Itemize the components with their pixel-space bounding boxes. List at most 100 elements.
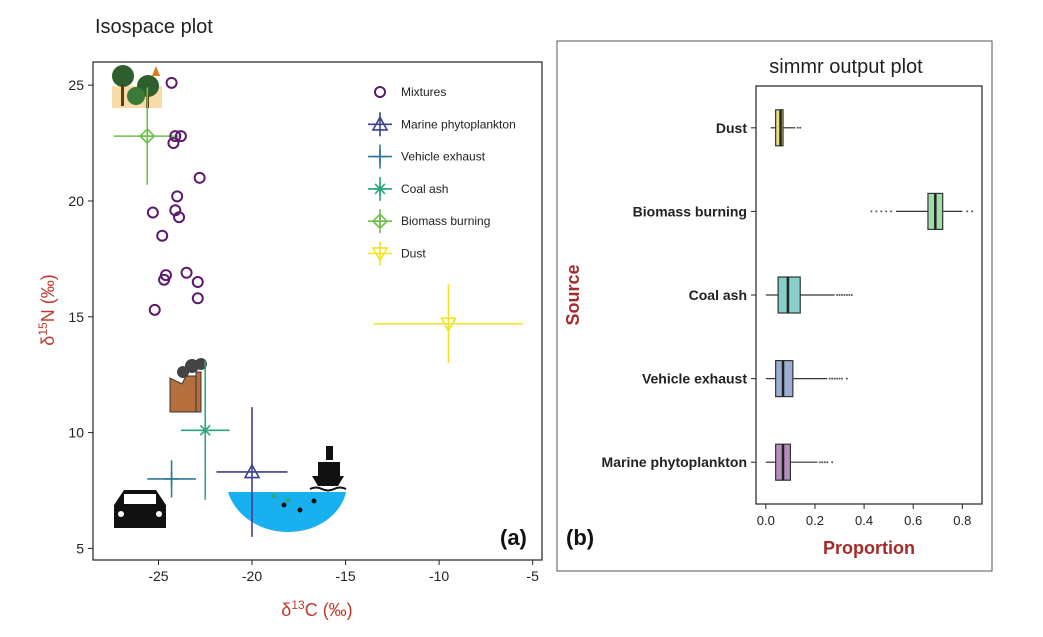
car-icon [114,490,166,528]
mixture-point [191,276,204,289]
outlier-point [826,461,829,464]
y-tick-label: 5 [76,540,84,556]
source-coal-ash [180,360,230,500]
box-biomass-burning [870,192,974,230]
outlier-point [831,377,834,380]
simmr-ylabel: Source [563,264,583,325]
outlier-point [836,377,839,380]
x-tick-label: 0.8 [953,513,971,528]
source-dust [373,284,524,364]
legend-item: Mixtures [374,85,446,99]
isospace-title: Isospace plot [95,16,213,38]
y-tick-label: 20 [68,193,84,209]
outlier-point [848,294,851,296]
y-tick-label: 25 [68,77,84,93]
source-marine-phytoplankton [216,407,288,537]
legend-label: Biomass burning [401,214,490,228]
isospace-legend: Mixtures Marine phytoplankton Vehicle exha… [368,85,516,266]
outlier-point [971,210,974,213]
simmr-outer-frame [556,40,993,572]
ship-icon [228,446,347,532]
x-tick-label: -5 [526,568,539,584]
box-dust [770,109,802,147]
simmr-boxes [765,109,974,481]
outlier-point [890,210,893,213]
outlier-point [966,210,969,213]
legend-marker [373,149,387,164]
mixture-point [167,137,180,150]
outlier-point [799,126,802,129]
y-tick-label: 10 [68,425,84,441]
legend-item: Marine phytoplankton [368,112,516,137]
outlier-point [828,377,831,380]
mixture-point [173,211,186,224]
source-error-bars [113,87,524,537]
legend-item: Biomass burning [368,209,490,234]
factory-icon [169,358,207,413]
y-tick-label: Biomass burning [633,203,747,219]
isospace-ticks: -25 -20 -15 -10 -5 5 10 15 20 25 [68,77,539,584]
panel-a-label: (a) [500,525,527,550]
mixture-point [146,206,159,219]
isospace-xlabel: δ13C (‰) [281,598,352,620]
simmr-xlabel: Proportion [823,538,915,558]
legend-item: Coal ash [368,176,448,201]
legend-marker [371,247,389,263]
legend-label: Coal ash [401,182,448,196]
mixture-point [191,292,204,305]
trees-icon [112,65,162,108]
box-coal-ash [765,276,853,314]
legend-label: Vehicle exhaust [401,150,486,164]
mixture-points [146,76,206,316]
outlier-point [843,294,846,296]
legend-label: Marine phytoplankton [401,117,516,131]
outlier-point [823,461,826,464]
mixture-point [174,130,187,143]
simmr-ticks: 0.0 0.2 0.4 0.6 0.8 Dust Biomass burning Coal a… [602,120,972,528]
mixture-point [156,229,169,242]
source-vehicle-exhaust [147,460,196,498]
source-marker [164,471,179,486]
source-marker [440,317,457,333]
outlier-point [838,377,841,380]
box-vehicle-exhaust [765,360,848,398]
y-tick-label: Dust [716,120,747,136]
outlier-point [833,377,836,380]
y-tick-label: Vehicle exhaust [642,371,747,387]
legend-label: Dust [401,247,426,261]
legend-marker [373,181,387,196]
mixture-point [169,130,182,143]
outlier-point [840,377,843,380]
y-tick-label: 15 [68,309,84,325]
legend-marker [374,86,386,98]
y-tick-label: Coal ash [689,287,747,303]
outlier-point [880,210,883,213]
legend-item: Vehicle exhaust [368,144,486,169]
source-marker [139,127,156,145]
simmr-title: simmr output plot [769,56,923,78]
outlier-point [845,294,848,296]
legend-marker [371,115,389,131]
y-tick-label: Marine phytoplankton [602,454,747,470]
legend-item: Dust [368,241,426,266]
x-tick-label: 0.2 [806,513,824,528]
isospace-plot-frame [92,61,543,561]
outlier-point [885,210,888,213]
outlier-point [840,294,843,296]
isospace-panel: Isospace plot -25 -20 -15 -10 -5 5 10 15 20 25 [36,16,543,620]
x-tick-label: 0.6 [904,513,922,528]
box-marine-phytoplankton [765,443,834,481]
outlier-point [875,210,878,213]
x-tick-label: 0.4 [855,513,873,528]
outlier-point [845,377,848,380]
outlier-point [821,461,824,464]
x-tick-label: -10 [429,568,449,584]
x-tick-label: -20 [242,568,262,584]
source-icons [112,65,347,532]
source-marker [198,423,213,438]
mixture-point [171,190,184,203]
x-tick-label: -15 [335,568,355,584]
source-marker [243,463,261,479]
outlier-point [831,461,834,464]
